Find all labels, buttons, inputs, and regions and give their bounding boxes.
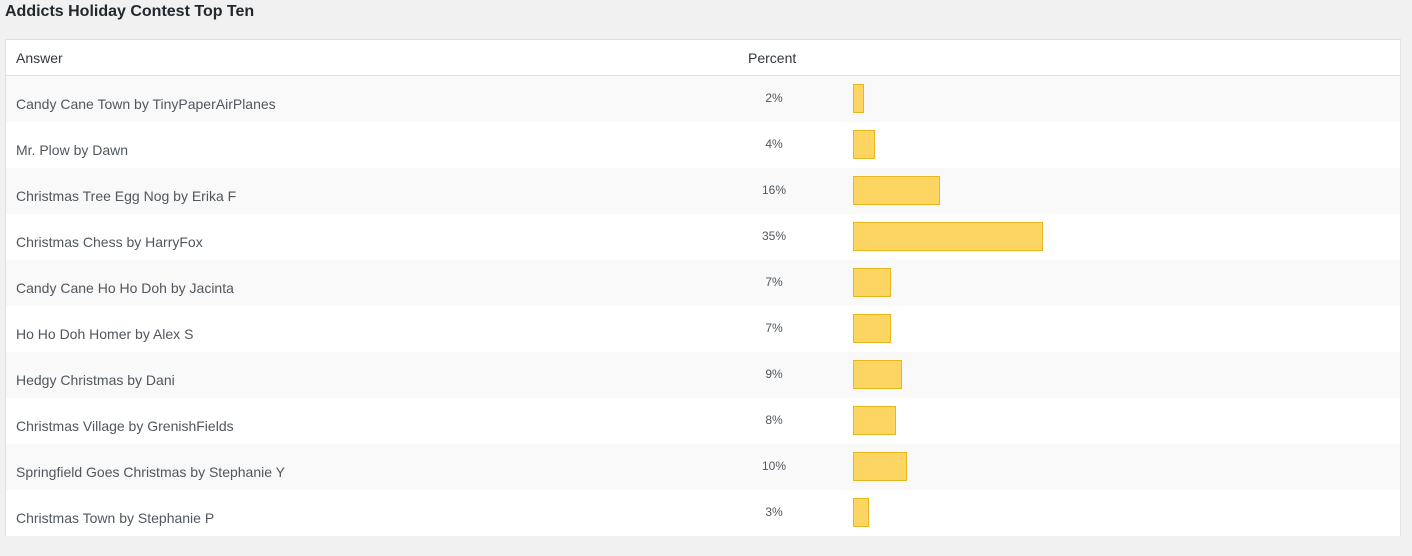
percent-bar xyxy=(853,222,1043,251)
answer-text: Mr. Plow by Dawn xyxy=(16,142,129,158)
percent-label: 16% xyxy=(761,183,787,197)
percent-bar xyxy=(853,360,902,389)
table-row: Christmas Village by GrenishFields 8% xyxy=(6,398,1400,444)
answer-text: Hedgy Christmas by Dani xyxy=(16,372,175,388)
percent-bar xyxy=(853,176,940,205)
answer-text: Christmas Tree Egg Nog by Erika F xyxy=(16,188,237,204)
percent-column-header: Percent xyxy=(748,50,797,66)
table-body: Candy Cane Town by TinyPaperAirPlanes 2% M… xyxy=(6,76,1400,536)
percent-bar xyxy=(853,498,869,527)
percent-bar xyxy=(853,452,907,481)
percent-label: 7% xyxy=(765,275,783,289)
percent-bar xyxy=(853,406,896,435)
percent-bar xyxy=(853,130,875,159)
table-row: Mr. Plow by Dawn 4% xyxy=(6,122,1400,168)
table-row: Candy Cane Town by TinyPaperAirPlanes 2% xyxy=(6,76,1400,122)
percent-label: 35% xyxy=(761,229,787,243)
answer-text: Candy Cane Ho Ho Doh by Jacinta xyxy=(16,280,234,296)
percent-bar xyxy=(853,268,891,297)
percent-bar xyxy=(853,84,864,113)
percent-bar xyxy=(853,314,891,343)
poll-title: Addicts Holiday Contest Top Ten xyxy=(5,3,255,20)
table-row: Christmas Town by Stephanie P 3% xyxy=(6,490,1400,536)
percent-label: 8% xyxy=(765,413,783,427)
answer-text: Springfield Goes Christmas by Stephanie … xyxy=(16,464,285,480)
percent-label: 2% xyxy=(765,91,783,105)
table-row: Hedgy Christmas by Dani 9% xyxy=(6,352,1400,398)
table-row: Ho Ho Doh Homer by Alex S 7% xyxy=(6,306,1400,352)
table-row: Christmas Chess by HarryFox 35% xyxy=(6,214,1400,260)
percent-label: 9% xyxy=(765,367,783,381)
answer-text: Christmas Town by Stephanie P xyxy=(16,510,215,526)
answer-column-header: Answer xyxy=(16,50,63,66)
answer-text: Christmas Chess by HarryFox xyxy=(16,234,203,250)
percent-label: 10% xyxy=(761,459,787,473)
table-header: Answer Percent xyxy=(6,40,1400,76)
answer-text: Ho Ho Doh Homer by Alex S xyxy=(16,326,194,342)
answer-text: Candy Cane Town by TinyPaperAirPlanes xyxy=(16,96,276,112)
answer-text: Christmas Village by GrenishFields xyxy=(16,418,234,434)
percent-label: 7% xyxy=(765,321,783,335)
table-row: Candy Cane Ho Ho Doh by Jacinta 7% xyxy=(6,260,1400,306)
table-row: Christmas Tree Egg Nog by Erika F 16% xyxy=(6,168,1400,214)
percent-label: 4% xyxy=(765,137,783,151)
table-row: Springfield Goes Christmas by Stephanie … xyxy=(6,444,1400,490)
poll-results-table: Answer Percent Candy Cane Town by TinyPa… xyxy=(5,39,1401,536)
percent-label: 3% xyxy=(765,505,783,519)
